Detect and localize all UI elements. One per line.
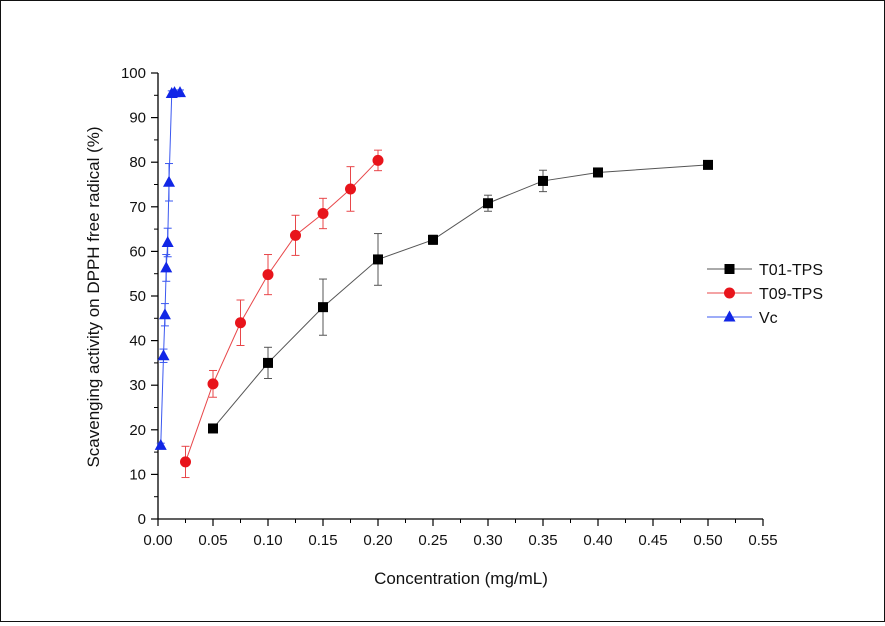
data-point	[157, 349, 170, 361]
data-point	[154, 438, 167, 450]
x-tick-label: 0.00	[143, 532, 172, 549]
legend-label: T09-TPS	[759, 286, 823, 303]
x-tick-label: 0.25	[418, 532, 447, 549]
data-point	[235, 317, 246, 329]
y-tick-label: 100	[121, 65, 146, 82]
series-vc	[154, 86, 186, 450]
legend-marker	[724, 264, 735, 274]
y-tick-label: 70	[129, 199, 146, 216]
x-tick-label: 0.40	[583, 532, 612, 549]
legend-label: Vc	[759, 310, 778, 327]
data-point	[180, 456, 191, 468]
series-line	[212, 164, 709, 429]
y-tick-label: 40	[129, 333, 146, 350]
legend-item-t01-tps: T01-TPS	[707, 262, 823, 279]
series-t09-tps	[180, 149, 384, 479]
data-point	[703, 159, 713, 170]
data-point	[290, 229, 301, 241]
data-point	[208, 423, 218, 434]
legend-label: T01-TPS	[759, 262, 823, 279]
data-point	[373, 254, 383, 265]
x-axis-label: Concentration (mg/mL)	[374, 569, 548, 588]
axes: 0.00 0.05 0.10 0.15 0.20 0.25 0.30 0.35 0.40 0.45…	[121, 65, 778, 549]
x-tick-label: 0.05	[198, 532, 227, 549]
x-tick-label: 0.10	[253, 532, 282, 549]
y-tick-label: 30	[129, 377, 146, 394]
data-point	[160, 261, 173, 273]
data-point	[174, 86, 186, 98]
y-tick-label: 0	[138, 511, 146, 528]
data-point	[263, 357, 273, 368]
x-tick-label: 0.35	[528, 532, 557, 549]
legend-item-t09-tps: T09-TPS	[707, 286, 823, 303]
data-point	[318, 302, 328, 313]
data-point	[593, 167, 603, 178]
x-tick-label: 0.50	[693, 532, 722, 549]
y-tick-label: 90	[129, 110, 146, 127]
x-tick-label: 0.45	[638, 532, 667, 549]
series-line	[185, 160, 379, 463]
y-tick-label: 60	[129, 243, 146, 260]
data-point	[538, 175, 548, 186]
legend-marker	[723, 310, 736, 322]
x-tick-label: 0.20	[363, 532, 392, 549]
legend-item-vc: Vc	[707, 310, 778, 327]
data-point	[262, 269, 274, 281]
y-tick-label: 50	[129, 288, 146, 305]
y-axis-label: Scavenging activity on DPPH free radical…	[84, 126, 103, 467]
data-point	[207, 378, 219, 390]
x-tick-label: 0.15	[308, 532, 337, 549]
data-point	[161, 235, 174, 247]
series-t01-tps	[208, 159, 713, 434]
x-tick-label: 0.30	[473, 532, 502, 549]
data-point	[317, 207, 329, 219]
y-tick-label: 80	[129, 154, 146, 171]
data-point	[372, 154, 384, 166]
x-tick-label: 0.55	[748, 532, 777, 549]
legend: T01-TPS T09-TPS Vc	[707, 262, 823, 327]
data-point	[428, 234, 438, 245]
data-point	[163, 175, 175, 187]
data-point	[345, 183, 356, 195]
series-layer	[154, 86, 713, 479]
legend-marker	[724, 287, 735, 299]
y-tick-label: 20	[129, 422, 146, 439]
y-tick-label: 10	[129, 466, 146, 483]
data-point	[483, 198, 493, 209]
data-point	[158, 308, 171, 320]
